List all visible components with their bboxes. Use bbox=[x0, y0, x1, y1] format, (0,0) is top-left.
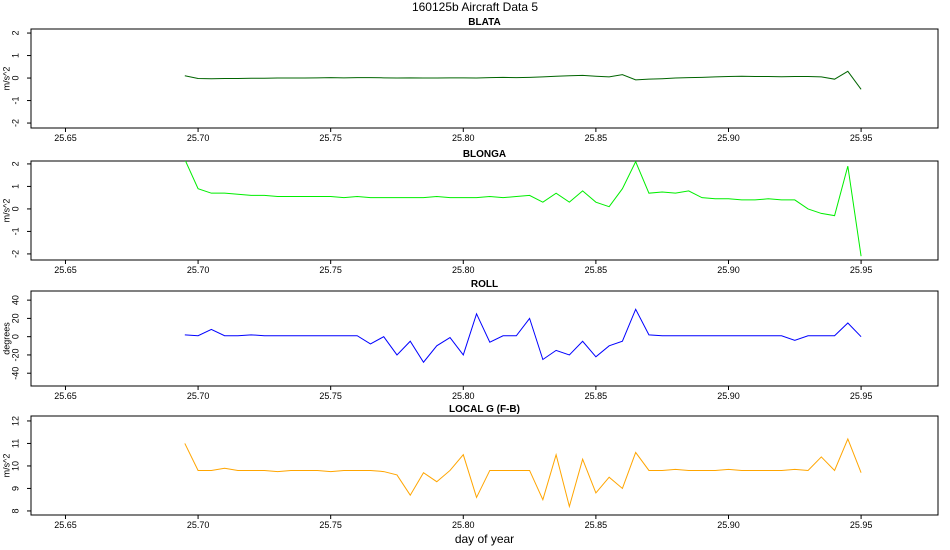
x-tick-label: 25.95 bbox=[850, 520, 873, 530]
x-tick-label: 25.90 bbox=[717, 133, 740, 143]
x-tick-label: 25.95 bbox=[850, 133, 873, 143]
y-tick-label: -1 bbox=[10, 227, 20, 235]
x-tick-label: 25.70 bbox=[187, 133, 210, 143]
y-tick-label: 0 bbox=[10, 76, 20, 81]
y-tick-label: -1 bbox=[10, 97, 20, 105]
x-tick-label: 25.90 bbox=[717, 520, 740, 530]
x-tick-label: 25.75 bbox=[319, 133, 342, 143]
x-tick-label: 25.70 bbox=[187, 265, 210, 275]
x-tick-label: 25.70 bbox=[187, 391, 210, 401]
plot-frame bbox=[30, 28, 939, 129]
y-tick-label: 11 bbox=[10, 439, 20, 448]
x-tick-label: 25.85 bbox=[585, 520, 608, 530]
y-tick-label: 0 bbox=[10, 334, 20, 339]
data-line bbox=[184, 437, 862, 509]
x-tick-label: 25.75 bbox=[319, 391, 342, 401]
plot-frame bbox=[30, 415, 939, 516]
x-tick-label: 25.90 bbox=[717, 391, 740, 401]
x-tick-label: 25.85 bbox=[585, 133, 608, 143]
x-tick-label: 25.75 bbox=[319, 520, 342, 530]
x-axis-label: day of year bbox=[455, 532, 514, 546]
x-tick-label: 25.65 bbox=[54, 520, 77, 530]
plot-frame bbox=[30, 160, 939, 261]
plot-frame bbox=[30, 290, 939, 387]
x-tick-label: 25.90 bbox=[717, 265, 740, 275]
panel-title: LOCAL G (F-B) bbox=[449, 404, 520, 415]
data-line bbox=[184, 308, 862, 364]
x-tick-label: 25.95 bbox=[850, 265, 873, 275]
x-tick-label: 25.75 bbox=[319, 265, 342, 275]
y-tick-label: 8 bbox=[10, 508, 20, 513]
x-tick-label: 25.95 bbox=[850, 391, 873, 401]
data-line bbox=[184, 70, 862, 90]
y-tick-label: 0 bbox=[10, 206, 20, 211]
y-tick-label: -20 bbox=[10, 348, 20, 361]
y-tick-label: 2 bbox=[10, 161, 20, 166]
y-tick-label: -2 bbox=[10, 250, 20, 258]
data-line bbox=[184, 161, 862, 257]
y-tick-label: 9 bbox=[10, 486, 20, 491]
y-tick-label: 40 bbox=[10, 295, 20, 305]
y-tick-label: 1 bbox=[10, 184, 20, 189]
x-tick-label: 25.80 bbox=[452, 391, 475, 401]
x-tick-label: 25.65 bbox=[54, 391, 77, 401]
x-tick-label: 25.80 bbox=[452, 520, 475, 530]
x-tick-label: 25.70 bbox=[187, 520, 210, 530]
panel-title: BLATA bbox=[468, 17, 500, 28]
y-tick-label: -2 bbox=[10, 119, 20, 127]
chart-title: 160125b Aircraft Data 5 bbox=[412, 0, 538, 14]
y-axis-label: m/s^2 bbox=[1, 67, 11, 91]
panel-title: BLONGA bbox=[463, 149, 506, 160]
x-tick-label: 25.65 bbox=[54, 133, 77, 143]
x-tick-label: 25.85 bbox=[585, 391, 608, 401]
x-tick-label: 25.80 bbox=[452, 265, 475, 275]
y-tick-label: 1 bbox=[10, 53, 20, 58]
y-axis-label: m/s^2 bbox=[1, 454, 11, 478]
x-tick-label: 25.80 bbox=[452, 133, 475, 143]
y-tick-label: 10 bbox=[10, 461, 20, 471]
y-axis-label: m/s^2 bbox=[1, 199, 11, 223]
y-tick-label: 20 bbox=[10, 313, 20, 323]
y-tick-label: -40 bbox=[10, 367, 20, 380]
x-tick-label: 25.85 bbox=[585, 265, 608, 275]
x-tick-label: 25.65 bbox=[54, 265, 77, 275]
y-axis-label: degrees bbox=[1, 322, 11, 355]
panel-title: ROLL bbox=[471, 279, 498, 290]
y-tick-label: 12 bbox=[10, 416, 20, 426]
y-tick-label: 2 bbox=[10, 31, 20, 36]
